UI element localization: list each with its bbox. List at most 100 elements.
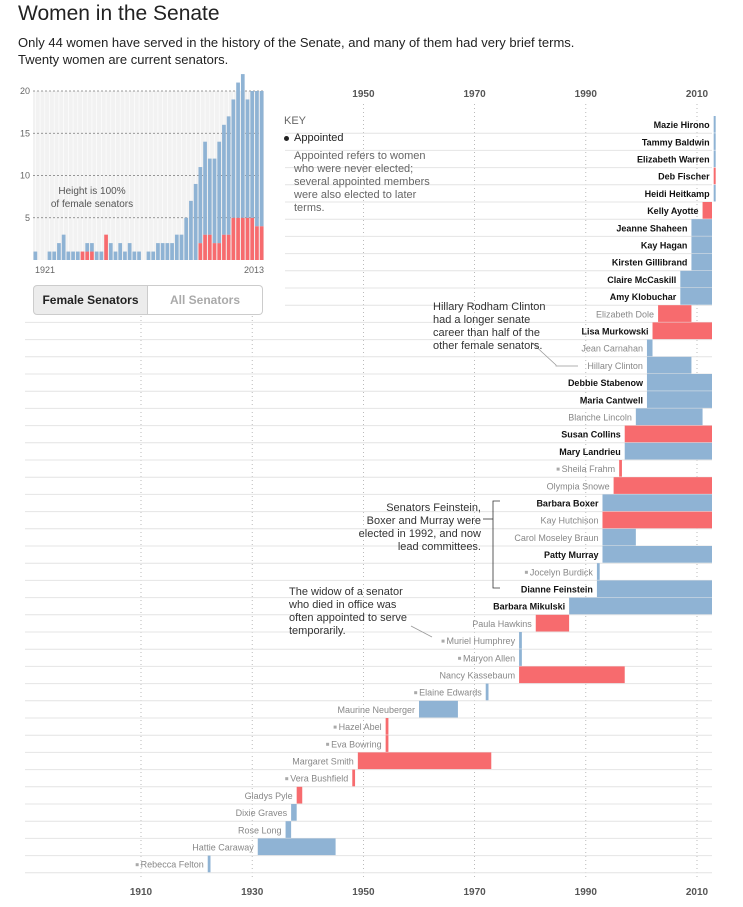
senator-bar	[652, 322, 712, 340]
bar-elected	[57, 243, 61, 260]
bar-appointed	[236, 217, 240, 260]
bar-appointed	[231, 217, 236, 260]
senator-bar	[419, 700, 458, 718]
bar-appointed	[104, 234, 108, 260]
senator-marker	[441, 639, 445, 643]
senator-bar	[635, 408, 703, 426]
senator-bar	[602, 494, 712, 512]
timeline-top-tick: 1990	[575, 89, 598, 100]
senator-label: Claire McCaskill	[607, 275, 676, 285]
senator-bar	[257, 838, 336, 856]
senator-label: Kelly Ayotte	[647, 206, 698, 216]
bar-elected	[90, 243, 94, 252]
senator-label: Amy Klobuchar	[610, 292, 677, 302]
bar-appointed	[198, 243, 203, 260]
senator-bar	[691, 236, 712, 254]
timeline-top-tick: 1970	[463, 89, 486, 100]
key-description: Appointed refers to women who were never…	[294, 150, 430, 214]
senator-marker	[285, 777, 289, 781]
senator-bar	[624, 442, 712, 460]
timeline-x-tick: 1950	[352, 887, 375, 898]
bar-elected	[222, 124, 226, 235]
bar-elected	[61, 234, 66, 260]
senator-label: Dianne Feinstein	[521, 585, 593, 595]
senator-bar	[713, 116, 716, 133]
bar-elected	[156, 243, 160, 260]
senator-label: Heidi Heitkamp	[645, 189, 711, 199]
senator-bar	[602, 511, 712, 529]
senator-bar	[691, 219, 712, 236]
female-senators-button[interactable]: Female Senators	[33, 285, 148, 315]
bar-elected	[174, 234, 179, 260]
bar-chart-y-tick: 15	[20, 128, 30, 138]
bar-elected	[259, 91, 264, 227]
senator-label: Hattie Caraway	[192, 843, 254, 853]
senator-label: Barbara Boxer	[536, 499, 599, 509]
timeline-x-tick: 1930	[241, 887, 264, 898]
senator-label: Elaine Edwards	[419, 688, 482, 698]
bar-chart-x-end: 2013	[244, 265, 264, 275]
senator-label: Muriel Humphrey	[447, 636, 516, 646]
senator-marker	[524, 570, 528, 574]
senator-bar	[352, 769, 356, 787]
bar-appointed	[240, 217, 245, 260]
senator-label: Eva Bowring	[331, 739, 382, 749]
bar-elected	[255, 91, 259, 227]
senator-label: Kirsten Gillibrand	[612, 258, 688, 268]
senator-label: Elizabeth Dole	[596, 309, 654, 319]
bar-elected	[203, 141, 207, 235]
senator-bar	[624, 425, 712, 443]
bar-appointed	[85, 251, 90, 260]
bar-elected	[94, 251, 99, 260]
senator-marker	[556, 467, 560, 471]
senator-bar	[569, 597, 712, 615]
bar-elected	[160, 243, 165, 260]
bar-elected	[245, 99, 250, 218]
bar-elected	[71, 251, 75, 260]
bar-elected	[179, 234, 184, 260]
senator-bar	[658, 305, 692, 322]
bar-elected	[189, 200, 193, 260]
senator-label: Vera Bushfield	[290, 774, 348, 784]
all-senators-button[interactable]: All Senators	[148, 285, 263, 315]
bar-appointed	[207, 234, 212, 260]
bar-appointed	[250, 217, 255, 260]
senator-label: Paula Hawkins	[472, 619, 532, 629]
bar-chart-note: Height is 100%	[58, 186, 125, 197]
bar-elected	[146, 251, 151, 260]
senator-label: Elizabeth Warren	[637, 155, 710, 165]
key-label: Appointed	[294, 132, 344, 144]
senator-label: Hazel Abel	[339, 722, 382, 732]
bar-appointed	[245, 217, 250, 260]
senator-bar	[646, 391, 712, 408]
bar-chart-note: of female senators	[51, 199, 133, 210]
senator-label: Mazie Hirono	[654, 120, 711, 130]
senator-label: Blanche Lincoln	[568, 413, 632, 423]
timeline-top-tick: 2010	[686, 89, 709, 100]
bar-elected	[108, 243, 113, 260]
senator-bar	[519, 632, 522, 649]
bar-chart-y-tick: 10	[20, 171, 30, 181]
bar-chart-y-tick: 5	[25, 213, 30, 223]
senator-label: Sheila Frahm	[562, 464, 616, 474]
senator-bar	[596, 563, 600, 580]
widow-annotation: The widow of a senator who died in offic…	[289, 586, 408, 637]
bar-elected	[217, 141, 222, 244]
senator-bar	[519, 666, 625, 684]
bar-elected	[198, 167, 203, 244]
senator-label: Deb Fischer	[658, 172, 710, 182]
bar-elected	[151, 251, 156, 260]
senator-label: Mary Landrieu	[559, 447, 621, 457]
bar-elected	[52, 251, 57, 260]
senator-bar	[646, 339, 653, 357]
timeline-x-tick: 1970	[463, 887, 486, 898]
senator-bar	[296, 786, 303, 804]
senator-bar	[646, 356, 692, 374]
senator-marker	[414, 691, 418, 695]
senator-bar	[691, 253, 712, 271]
clinton-connector	[530, 341, 578, 367]
widow-connector	[410, 625, 433, 638]
feinstein-bracket	[492, 500, 500, 589]
bar-elected	[113, 251, 118, 260]
